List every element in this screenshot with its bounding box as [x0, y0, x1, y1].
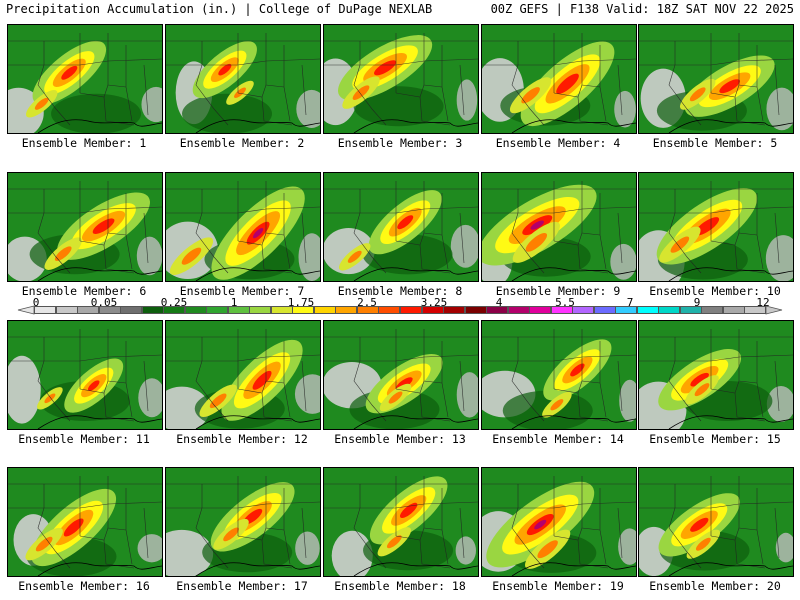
colorbar-swatch	[227, 306, 250, 314]
ensemble-member-label: Ensemble Member: 18	[334, 579, 466, 593]
colorbar-swatch	[486, 306, 509, 314]
colorbar-swatch	[292, 306, 315, 314]
colorbar-tick-label: 3.25	[420, 296, 448, 309]
colorbar-swatch	[206, 306, 229, 314]
colorbar-swatch	[421, 306, 444, 314]
precip-map-panel	[7, 172, 163, 282]
precip-map-panel	[638, 24, 794, 134]
colorbar-swatch	[378, 306, 401, 314]
colorbar-tick-label: 2.5	[357, 296, 377, 309]
ensemble-member-label: Ensemble Member: 15	[649, 432, 781, 446]
colorbar-swatch	[98, 306, 121, 314]
ensemble-member-label: Ensemble Member: 13	[334, 432, 466, 446]
colorbar-swatch	[400, 306, 423, 314]
ensemble-member-label: Ensemble Member: 11	[18, 432, 150, 446]
colorbar-tick-label: 7	[626, 296, 634, 309]
ensemble-member-label: Ensemble Member: 1	[21, 136, 147, 150]
model-valid-time: 00Z GEFS | F138 Valid: 18Z SAT NOV 22 20…	[490, 2, 794, 16]
colorbar-arrows	[17, 305, 783, 315]
colorbar-swatch	[615, 306, 638, 314]
colorbar-tick-label: 9	[693, 296, 701, 309]
ensemble-member-label: Ensemble Member: 8	[337, 284, 463, 298]
colorbar-tick-label: 4	[495, 296, 503, 309]
ensemble-member-label: Ensemble Member: 3	[337, 136, 463, 150]
colorbar-swatch	[701, 306, 724, 314]
precip-map-panel	[7, 24, 163, 134]
ensemble-member-label: Ensemble Member: 10	[649, 284, 781, 298]
precip-map-panel	[481, 320, 637, 430]
colorbar-swatch	[55, 306, 78, 314]
colorbar-swatch	[464, 306, 487, 314]
precip-map-panel	[323, 172, 479, 282]
precip-map-panel	[165, 320, 321, 430]
ensemble-member-label: Ensemble Member: 6	[21, 284, 147, 298]
colorbar-swatch	[356, 306, 379, 314]
ensemble-member-label: Ensemble Member: 12	[176, 432, 308, 446]
ensemble-member-label: Ensemble Member: 20	[649, 579, 781, 593]
colorbar-tick-label: 0.25	[160, 296, 188, 309]
precip-map-panel	[481, 172, 637, 282]
colorbar-legend: 0 0.05 0.25 1 1.75 2.5 3.25 4 5.5 7 9 12	[14, 296, 786, 318]
precip-map-panel	[323, 24, 479, 134]
colorbar-swatch	[572, 306, 595, 314]
colorbar-swatch	[120, 306, 143, 314]
colorbar-swatch	[550, 306, 573, 314]
colorbar-swatch	[593, 306, 616, 314]
ensemble-member-label: Ensemble Member: 2	[179, 136, 305, 150]
precip-map-panel	[638, 172, 794, 282]
colorbar-tick-label: 0	[32, 296, 40, 309]
ensemble-member-label: Ensemble Member: 17	[176, 579, 308, 593]
colorbar-swatch	[249, 306, 272, 314]
ensemble-member-label: Ensemble Member: 4	[495, 136, 621, 150]
ensemble-member-label: Ensemble Member: 5	[652, 136, 778, 150]
precip-map-panel	[323, 467, 479, 577]
ensemble-member-label: Ensemble Member: 7	[179, 284, 305, 298]
precip-map-panel	[165, 172, 321, 282]
colorbar-swatch	[163, 306, 186, 314]
colorbar-swatch	[141, 306, 164, 314]
precip-map-panel	[481, 24, 637, 134]
colorbar-tick-label: 12	[756, 296, 770, 309]
precip-map-panel	[165, 467, 321, 577]
colorbar-tick-label: 1.75	[287, 296, 315, 309]
colorbar-tick-label: 5.5	[555, 296, 575, 309]
colorbar-tick-label: 0.05	[90, 296, 118, 309]
colorbar-swatch	[679, 306, 702, 314]
map-title: Precipitation Accumulation (in.) | Colle…	[6, 2, 433, 16]
ensemble-member-label: Ensemble Member: 16	[18, 579, 150, 593]
colorbar-swatch	[529, 306, 552, 314]
colorbar-swatch	[184, 306, 207, 314]
colorbar-swatch	[270, 306, 293, 314]
colorbar-swatch	[335, 306, 358, 314]
ensemble-member-label: Ensemble Member: 9	[495, 284, 621, 298]
colorbar-tick-label: 1	[230, 296, 238, 309]
colorbar-swatch	[34, 306, 57, 314]
ensemble-member-label: Ensemble Member: 19	[492, 579, 624, 593]
colorbar-swatch	[443, 306, 466, 314]
colorbar-swatch	[507, 306, 530, 314]
colorbar-swatch	[658, 306, 681, 314]
precip-map-panel	[7, 467, 163, 577]
colorbar-swatch	[722, 306, 745, 314]
colorbar-swatch	[313, 306, 336, 314]
precip-map-panel	[481, 467, 637, 577]
ensemble-member-label: Ensemble Member: 14	[492, 432, 624, 446]
colorbar-swatch	[77, 306, 100, 314]
precip-map-panel	[638, 467, 794, 577]
precip-map-panel	[165, 24, 321, 134]
precip-map-panel	[638, 320, 794, 430]
precip-map-panel	[7, 320, 163, 430]
colorbar-swatch	[636, 306, 659, 314]
precip-map-panel	[323, 320, 479, 430]
